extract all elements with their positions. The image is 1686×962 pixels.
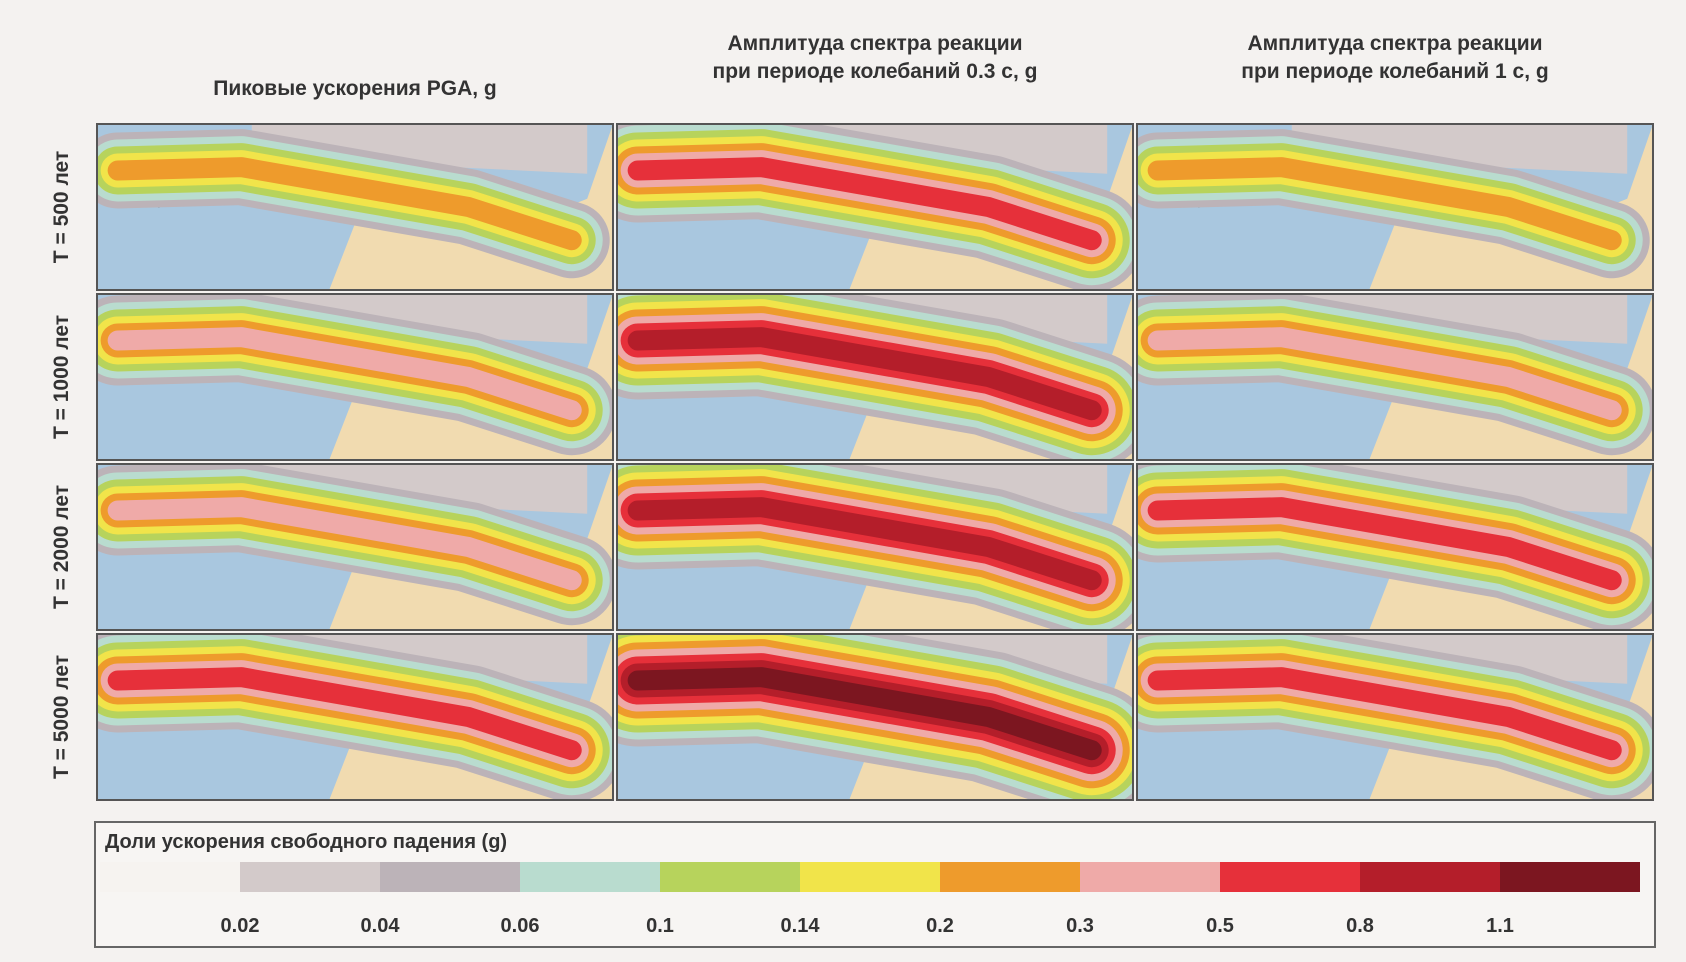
map-panel [617,124,1133,290]
legend-swatch [1500,862,1640,892]
map-panel [97,634,613,800]
legend-swatch [520,862,660,892]
map-panel [617,634,1133,800]
legend-label: 0.14 [781,915,821,937]
legend-swatch [240,862,380,892]
legend-swatch [380,862,520,892]
legend-label: 0.04 [361,915,401,937]
legend-label: 0.02 [221,915,260,937]
legend-label: 0.5 [1206,915,1234,937]
legend-title: Доли ускорения свободного падения (g) [105,831,507,853]
map-panel [1137,124,1653,290]
legend-swatch [100,862,240,892]
legend-swatch [1080,862,1220,892]
legend-swatch [800,862,940,892]
column-title: Пиковые ускорения PGA, g [213,77,497,100]
row-label: T = 1000 лет [50,315,73,439]
legend-swatch [940,862,1080,892]
legend-label: 0.2 [926,915,954,937]
legend-label: 0.8 [1346,915,1374,937]
row-label: T = 2000 лет [50,485,73,609]
map-panel [1137,464,1653,630]
map-panel [617,464,1133,630]
row-label: T = 500 лет [50,151,73,263]
map-panel [617,294,1133,460]
row-label: T = 5000 лет [50,655,73,779]
map-panel [97,294,613,460]
legend-swatch [1220,862,1360,892]
legend-label: 0.06 [501,915,540,937]
map-panel [1137,294,1653,460]
legend-label: 0.3 [1066,915,1094,937]
figure: Доли ускорения свободного падения (g) Пи… [0,0,1686,957]
map-panel [97,464,613,630]
legend-swatch [1360,862,1500,892]
map-panel [1137,634,1653,800]
legend-label: 1.1 [1486,915,1514,937]
map-panel [97,124,613,290]
legend-swatch [660,862,800,892]
legend-label: 0.1 [646,915,674,937]
